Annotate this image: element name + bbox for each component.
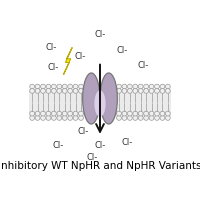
Circle shape: [138, 89, 143, 93]
Circle shape: [79, 116, 83, 120]
Circle shape: [68, 89, 73, 93]
Circle shape: [165, 116, 170, 120]
Circle shape: [155, 111, 159, 116]
Circle shape: [79, 89, 83, 93]
Circle shape: [73, 89, 78, 93]
Circle shape: [160, 111, 165, 116]
Circle shape: [73, 116, 78, 120]
Text: Cl-: Cl-: [46, 43, 57, 52]
Circle shape: [30, 116, 35, 120]
Circle shape: [160, 84, 165, 89]
Circle shape: [122, 116, 127, 120]
Circle shape: [122, 84, 127, 89]
Text: Cl-: Cl-: [138, 61, 149, 70]
Text: Cl-: Cl-: [121, 138, 133, 147]
Circle shape: [30, 84, 35, 89]
Circle shape: [133, 111, 138, 116]
Circle shape: [46, 116, 51, 120]
Circle shape: [149, 111, 154, 116]
Circle shape: [30, 89, 35, 93]
Circle shape: [62, 84, 67, 89]
Circle shape: [51, 84, 56, 89]
Circle shape: [35, 116, 40, 120]
Text: Cl-: Cl-: [94, 30, 106, 39]
Circle shape: [138, 116, 143, 120]
Text: Cl-: Cl-: [75, 52, 86, 61]
Circle shape: [35, 111, 40, 116]
Circle shape: [127, 111, 132, 116]
Circle shape: [62, 89, 67, 93]
Circle shape: [149, 84, 154, 89]
Circle shape: [51, 111, 56, 116]
Circle shape: [79, 111, 83, 116]
Circle shape: [122, 111, 127, 116]
Circle shape: [133, 89, 138, 93]
Circle shape: [122, 89, 127, 93]
Bar: [29, 89, 171, 116]
Circle shape: [62, 111, 67, 116]
Circle shape: [155, 89, 159, 93]
Circle shape: [73, 84, 78, 89]
Text: Cl-: Cl-: [78, 127, 89, 136]
Circle shape: [46, 89, 51, 93]
Circle shape: [155, 116, 159, 120]
Circle shape: [41, 84, 45, 89]
Circle shape: [41, 111, 45, 116]
Circle shape: [117, 89, 121, 93]
Circle shape: [165, 111, 170, 116]
Circle shape: [57, 111, 62, 116]
Text: Cl-: Cl-: [52, 141, 64, 150]
Circle shape: [160, 116, 165, 120]
Circle shape: [41, 89, 45, 93]
Circle shape: [149, 89, 154, 93]
Circle shape: [144, 84, 149, 89]
Circle shape: [57, 116, 62, 120]
Circle shape: [138, 84, 143, 89]
Ellipse shape: [83, 73, 100, 124]
Circle shape: [62, 116, 67, 120]
Circle shape: [160, 89, 165, 93]
Circle shape: [117, 84, 121, 89]
Ellipse shape: [94, 90, 106, 117]
Circle shape: [73, 111, 78, 116]
Circle shape: [51, 116, 56, 120]
Text: Cl-: Cl-: [94, 141, 106, 150]
Circle shape: [46, 111, 51, 116]
Circle shape: [117, 111, 121, 116]
Circle shape: [68, 84, 73, 89]
Circle shape: [117, 116, 121, 120]
Polygon shape: [64, 47, 72, 74]
Circle shape: [155, 84, 159, 89]
Circle shape: [35, 89, 40, 93]
Circle shape: [127, 84, 132, 89]
Circle shape: [149, 116, 154, 120]
Circle shape: [133, 84, 138, 89]
Circle shape: [35, 84, 40, 89]
Circle shape: [68, 111, 73, 116]
Circle shape: [68, 116, 73, 120]
Circle shape: [127, 116, 132, 120]
Text: Cl-: Cl-: [117, 46, 128, 55]
Circle shape: [30, 111, 35, 116]
Circle shape: [144, 116, 149, 120]
Circle shape: [57, 89, 62, 93]
Circle shape: [41, 116, 45, 120]
Circle shape: [133, 116, 138, 120]
Circle shape: [79, 84, 83, 89]
Circle shape: [51, 89, 56, 93]
Circle shape: [57, 84, 62, 89]
Circle shape: [46, 84, 51, 89]
Circle shape: [144, 89, 149, 93]
Text: Cl-: Cl-: [47, 63, 58, 72]
Text: Cl-: Cl-: [87, 153, 98, 162]
Circle shape: [127, 89, 132, 93]
Circle shape: [138, 111, 143, 116]
Ellipse shape: [100, 73, 117, 124]
Circle shape: [144, 111, 149, 116]
Text: Inhibitory WT NpHR and NpHR Variants: Inhibitory WT NpHR and NpHR Variants: [0, 161, 200, 171]
Circle shape: [165, 89, 170, 93]
Circle shape: [165, 84, 170, 89]
